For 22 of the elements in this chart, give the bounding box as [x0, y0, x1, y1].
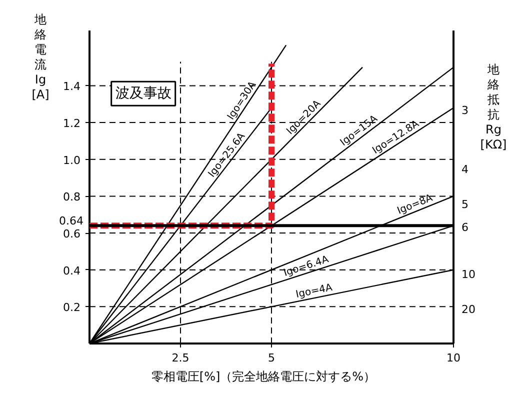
y-tick-label: 1.4	[63, 80, 81, 94]
text: 6	[462, 221, 468, 234]
text: 10	[462, 268, 476, 281]
text: Igo=4A	[294, 282, 334, 301]
y-tick-label: 1.2	[63, 117, 81, 130]
x-tick-label: 5	[268, 352, 275, 364]
annotation: 波及事故	[115, 86, 172, 102]
y-tick-label: 1.0	[63, 154, 81, 167]
y-tick-label: 0.8	[63, 190, 81, 204]
y-tick-label: 0.4	[63, 264, 81, 278]
x-tick-label: 10	[446, 352, 460, 364]
text: 5	[462, 198, 468, 212]
y-tick-label: 0.6	[63, 228, 81, 241]
text: 3	[462, 104, 468, 118]
y-axis-title: 地絡電流 Ig [A]	[32, 12, 50, 102]
ref-line-label: 0.64	[59, 214, 84, 228]
x-axis-title: 零相電圧[%]（完全地絡電圧に対する%）	[151, 370, 376, 384]
y-tick-label: 0.2	[63, 301, 81, 314]
text: 20	[462, 303, 476, 316]
x-tick-label: 2.5	[172, 352, 190, 364]
text: 4	[462, 163, 468, 176]
y2-axis-title: 地絡抵抗 Rg [KΩ]	[480, 62, 507, 152]
